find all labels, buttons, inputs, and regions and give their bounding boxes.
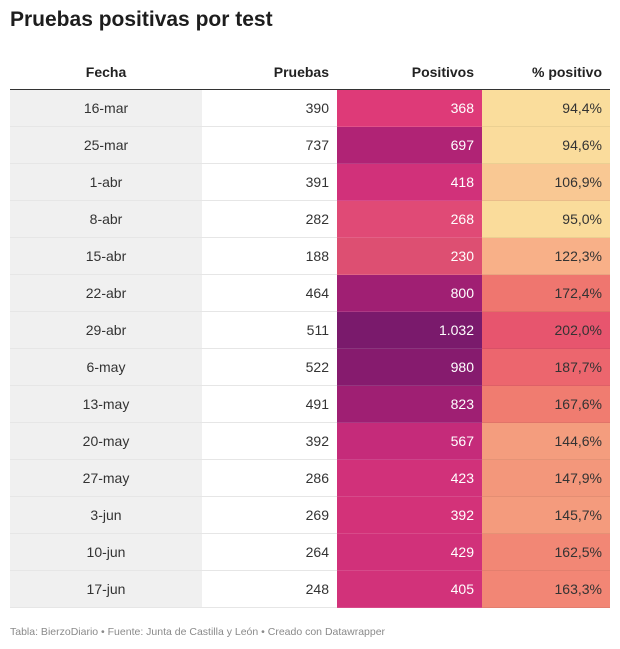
- cell-pct-positivo: 162,5%: [482, 533, 610, 571]
- cell-fecha: 8-abr: [10, 200, 202, 238]
- cell-pct-positivo: 202,0%: [482, 311, 610, 349]
- cell-positivos: 823: [337, 385, 482, 423]
- cell-pruebas: 522: [202, 348, 337, 386]
- cell-fecha: 1-abr: [10, 163, 202, 201]
- cell-pct-positivo: 187,7%: [482, 348, 610, 386]
- cell-positivos: 423: [337, 459, 482, 497]
- cell-pruebas: 269: [202, 496, 337, 534]
- column-header-fecha: Fecha: [10, 54, 202, 90]
- cell-positivos: 368: [337, 89, 482, 127]
- table-row: 29-abr 511 1.032 202,0%: [10, 311, 610, 349]
- cell-positivos: 392: [337, 496, 482, 534]
- cell-positivos: 405: [337, 570, 482, 608]
- cell-pruebas: 464: [202, 274, 337, 312]
- cell-pct-positivo: 122,3%: [482, 237, 610, 275]
- table-row: 10-jun 264 429 162,5%: [10, 533, 610, 571]
- table-row: 15-abr 188 230 122,3%: [10, 237, 610, 275]
- cell-pct-positivo: 163,3%: [482, 570, 610, 608]
- cell-fecha: 29-abr: [10, 311, 202, 349]
- cell-pct-positivo: 172,4%: [482, 274, 610, 312]
- cell-fecha: 17-jun: [10, 570, 202, 608]
- cell-fecha: 25-mar: [10, 126, 202, 164]
- cell-fecha: 20-may: [10, 422, 202, 460]
- table-row: 13-may 491 823 167,6%: [10, 385, 610, 423]
- cell-positivos: 1.032: [337, 311, 482, 349]
- cell-positivos: 980: [337, 348, 482, 386]
- cell-pct-positivo: 144,6%: [482, 422, 610, 460]
- cell-pruebas: 188: [202, 237, 337, 275]
- cell-pruebas: 391: [202, 163, 337, 201]
- column-header-pruebas: Pruebas: [202, 54, 337, 90]
- cell-pruebas: 248: [202, 570, 337, 608]
- cell-pruebas: 511: [202, 311, 337, 349]
- cell-fecha: 6-may: [10, 348, 202, 386]
- table-body: 16-mar 390 368 94,4% 25-mar 737 697 94,6% 1-abr 3…: [10, 89, 610, 608]
- cell-pruebas: 282: [202, 200, 337, 238]
- cell-fecha: 15-abr: [10, 237, 202, 275]
- cell-pruebas: 392: [202, 422, 337, 460]
- header-row: Fecha Pruebas Positivos % positivo: [10, 54, 610, 90]
- table-row: 20-may 392 567 144,6%: [10, 422, 610, 460]
- cell-pct-positivo: 167,6%: [482, 385, 610, 423]
- table-row: 22-abr 464 800 172,4%: [10, 274, 610, 312]
- table-row: 8-abr 282 268 95,0%: [10, 200, 610, 238]
- cell-fecha: 27-may: [10, 459, 202, 497]
- cell-positivos: 268: [337, 200, 482, 238]
- table-row: 1-abr 391 418 106,9%: [10, 163, 610, 201]
- cell-pruebas: 491: [202, 385, 337, 423]
- cell-fecha: 3-jun: [10, 496, 202, 534]
- cell-pct-positivo: 95,0%: [482, 200, 610, 238]
- cell-fecha: 10-jun: [10, 533, 202, 571]
- table-row: 25-mar 737 697 94,6%: [10, 126, 610, 164]
- cell-fecha: 16-mar: [10, 89, 202, 127]
- table-row: 6-may 522 980 187,7%: [10, 348, 610, 386]
- source-footer: Tabla: BierzoDiario • Fuente: Junta de C…: [10, 626, 386, 638]
- cell-positivos: 429: [337, 533, 482, 571]
- cell-fecha: 13-may: [10, 385, 202, 423]
- column-header-pct-positivo: % positivo: [482, 54, 610, 90]
- cell-pct-positivo: 106,9%: [482, 163, 610, 201]
- cell-positivos: 800: [337, 274, 482, 312]
- cell-fecha: 22-abr: [10, 274, 202, 312]
- table-row: 17-jun 248 405 163,3%: [10, 570, 610, 608]
- column-header-positivos: Positivos: [337, 54, 482, 90]
- cell-pct-positivo: 145,7%: [482, 496, 610, 534]
- cell-positivos: 567: [337, 422, 482, 460]
- cell-pct-positivo: 94,4%: [482, 89, 610, 127]
- cell-pruebas: 390: [202, 89, 337, 127]
- cell-pruebas: 264: [202, 533, 337, 571]
- cell-pruebas: 286: [202, 459, 337, 497]
- cell-positivos: 418: [337, 163, 482, 201]
- cell-pct-positivo: 147,9%: [482, 459, 610, 497]
- table-row: 16-mar 390 368 94,4%: [10, 89, 610, 127]
- cell-pct-positivo: 94,6%: [482, 126, 610, 164]
- cell-positivos: 697: [337, 126, 482, 164]
- data-table: Fecha Pruebas Positivos % positivo 16-ma…: [10, 54, 610, 608]
- table-row: 27-may 286 423 147,9%: [10, 459, 610, 497]
- cell-positivos: 230: [337, 237, 482, 275]
- cell-pruebas: 737: [202, 126, 337, 164]
- chart-title: Pruebas positivas por test: [10, 8, 273, 31]
- table-row: 3-jun 269 392 145,7%: [10, 496, 610, 534]
